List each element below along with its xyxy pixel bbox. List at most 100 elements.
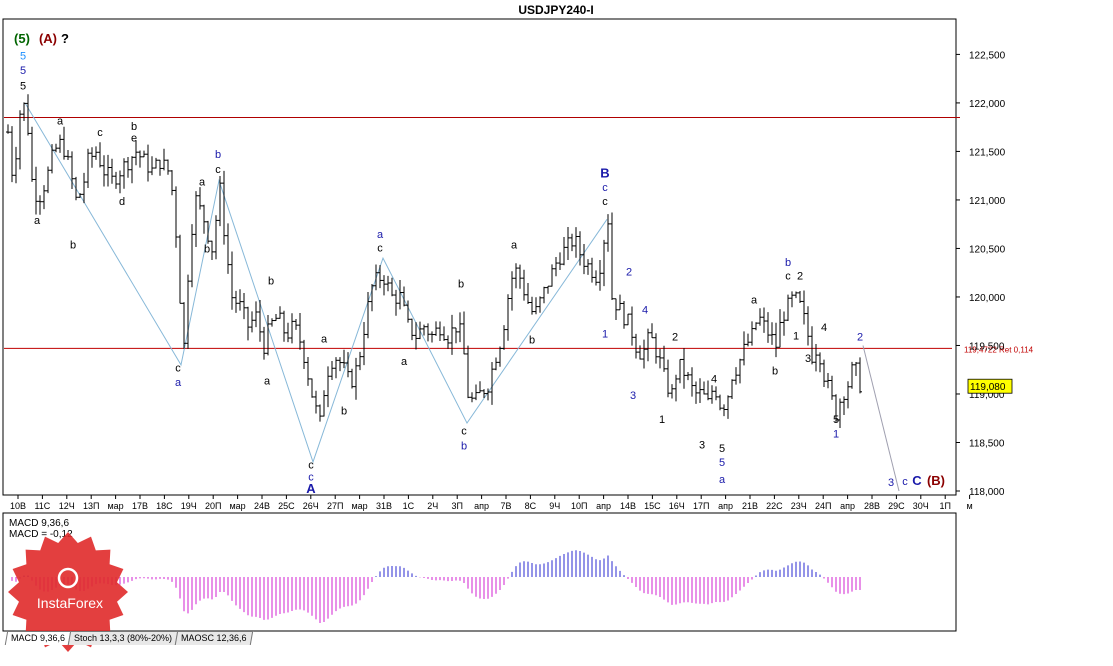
x-tick-label: 30Ч: [913, 501, 929, 511]
wave-label: b: [529, 335, 535, 347]
wave-label: a: [34, 215, 41, 227]
wave-label: 5: [20, 80, 26, 92]
price-panel-frame: [2, 18, 957, 496]
x-tick-label: 29С: [888, 501, 905, 511]
x-tick-label: 18С: [156, 501, 173, 511]
wave-label: c: [602, 182, 608, 194]
wave-label: a: [377, 229, 384, 241]
macd-panel-frame: [2, 512, 957, 632]
wave-label: B: [600, 166, 609, 181]
wave-label: b: [131, 121, 137, 133]
wave-label: c: [175, 363, 181, 375]
wave-label: 1: [659, 414, 665, 426]
wave-label: a: [401, 356, 408, 368]
x-tick-label: 2Ч: [427, 501, 438, 511]
wave-label: b: [785, 257, 791, 269]
wave-label: a: [751, 295, 758, 307]
wave-label: b: [204, 243, 210, 255]
x-tick-label: апр: [474, 501, 489, 511]
wave-label: a: [57, 115, 64, 127]
wave-label: 5: [20, 65, 26, 77]
projection-line: [862, 345, 900, 492]
x-tick-label: 25С: [278, 501, 295, 511]
x-tick-label: апр: [596, 501, 611, 511]
wave-label: 3: [805, 353, 811, 365]
wave-label: (5): [14, 31, 30, 46]
x-tick-label: м: [967, 501, 973, 511]
wave-label: c: [308, 471, 314, 483]
x-tick-label: мар: [351, 501, 367, 511]
wave-label: a: [175, 377, 182, 389]
instaforex-logo-badge: [8, 532, 128, 652]
wave-label: b: [458, 278, 464, 290]
wave-label: 1: [602, 329, 608, 341]
x-tick-label: 27П: [327, 501, 343, 511]
wave-label: b: [341, 405, 347, 417]
wave-label: c: [97, 127, 103, 139]
x-tick-label: 16Ч: [669, 501, 685, 511]
watermark-text: InstaForex: [36, 595, 104, 611]
x-tick-label: 28В: [864, 501, 880, 511]
wave-label: A: [306, 481, 316, 496]
wave-label: 4: [711, 373, 717, 385]
wave-label: c: [215, 164, 221, 176]
y-tick-label: 122,500: [969, 50, 1006, 61]
wave-label: 5: [719, 457, 725, 469]
x-tick-label: 11С: [34, 501, 50, 511]
wave-label: c: [308, 460, 314, 472]
tab-macd-label: MACD 9,36,6: [11, 633, 66, 643]
tab-stoch[interactable]: Stoch 13,3,3 (80%-20%): [67, 631, 179, 645]
wave-label: 2: [626, 267, 632, 279]
wave-label: 5: [833, 414, 839, 426]
wave-label: C: [912, 473, 922, 488]
wave-label: ?: [61, 31, 69, 46]
y-tick-label: 121,500: [969, 147, 1006, 158]
y-tick-label: 119,000: [969, 390, 1005, 401]
wave-label: 4: [821, 322, 827, 334]
tab-maosc[interactable]: MAOSC 12,36,6: [174, 631, 253, 645]
tab-maosc-label: MAOSC 12,36,6: [181, 633, 247, 643]
x-tick-label: апр: [718, 501, 733, 511]
indicator-tabs: MACD 9,36,6 Stoch 13,3,3 (80%-20%) MAOSC…: [4, 631, 253, 645]
wave-line: [24, 102, 608, 464]
x-tick-label: 23Ч: [791, 501, 807, 511]
y-tick-label: 119,500: [969, 341, 1005, 352]
wave-label: 1: [833, 429, 839, 441]
wave-label: 2: [857, 332, 863, 344]
current-price-box: [967, 378, 1013, 394]
wave-label: b: [215, 149, 221, 161]
x-tick-label: 1П: [939, 501, 950, 511]
wave-label: (B): [927, 473, 945, 488]
x-tick-label: 21В: [742, 501, 758, 511]
wave-label: c: [902, 476, 908, 488]
x-tick-label: 22С: [766, 501, 783, 511]
wave-label: b: [70, 239, 76, 251]
x-tick-label: 7В: [500, 501, 511, 511]
wave-label: d: [119, 196, 125, 208]
wave-label: 2: [672, 332, 678, 344]
x-tick-label: 10В: [10, 501, 26, 511]
level-label: 119,4722 Ret 0,114: [964, 345, 1034, 354]
x-tick-label: мар: [107, 501, 123, 511]
macd-value-label: MACD = -0,12: [9, 529, 73, 540]
wave-label: a: [511, 239, 518, 251]
wave-label: 4: [642, 304, 648, 316]
tab-macd[interactable]: MACD 9,36,6: [4, 631, 72, 645]
wave-label: c: [461, 426, 467, 438]
y-tick-label: 122,000: [969, 99, 1006, 110]
wave-label: c: [377, 242, 383, 254]
x-tick-label: 19Ч: [181, 501, 197, 511]
x-tick-label: 12Ч: [59, 501, 75, 511]
wave-label: 2: [797, 270, 803, 282]
wave-label: c: [602, 196, 608, 208]
y-tick-label: 120,500: [969, 244, 1006, 255]
wave-label: 5: [20, 50, 26, 62]
x-tick-label: 17В: [132, 501, 148, 511]
wave-label: 1: [793, 331, 799, 343]
wave-label: b: [461, 440, 467, 452]
x-tick-label: 24В: [254, 501, 270, 511]
x-tick-label: 31В: [376, 501, 392, 511]
wave-label: e: [131, 133, 137, 145]
